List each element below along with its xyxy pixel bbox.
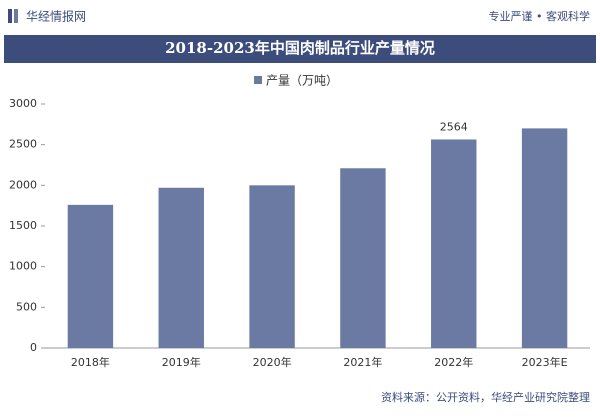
- logo-mark: [14, 9, 18, 23]
- y-tick-label: 3000: [9, 97, 37, 110]
- x-tick-label: 2019年: [162, 355, 201, 369]
- slogan: 专业严谨 • 客观科学: [489, 9, 590, 23]
- bar: [249, 185, 295, 348]
- data-label: 2564: [440, 120, 468, 133]
- y-tick-label: 2500: [9, 138, 37, 151]
- chart-title: 2018-2023年中国肉制品行业产量情况: [165, 39, 435, 57]
- x-tick-label: 2018年: [71, 355, 110, 369]
- y-tick-label: 1500: [9, 219, 37, 232]
- bar: [158, 187, 204, 348]
- bar: [431, 139, 477, 348]
- x-tick-label: 2023年E: [522, 355, 568, 369]
- y-tick-label: 1000: [9, 260, 37, 273]
- y-tick-label: 500: [16, 300, 37, 313]
- bar: [521, 128, 568, 348]
- x-tick-label: 2020年: [253, 355, 292, 369]
- legend-swatch: [254, 76, 262, 84]
- source: 资料来源：公开资料，华经产业研究院整理: [381, 390, 590, 404]
- logo-mark: [8, 9, 12, 23]
- bar: [340, 168, 386, 348]
- title-bar: [4, 35, 596, 63]
- bar: [67, 204, 114, 348]
- brand: 华经情报网: [26, 9, 86, 24]
- x-tick-label: 2022年: [434, 355, 473, 369]
- legend-label: 产量（万吨）: [266, 74, 338, 88]
- y-tick-label: 2000: [9, 178, 37, 191]
- y-tick-label: 0: [30, 341, 37, 354]
- x-tick-label: 2021年: [343, 355, 382, 369]
